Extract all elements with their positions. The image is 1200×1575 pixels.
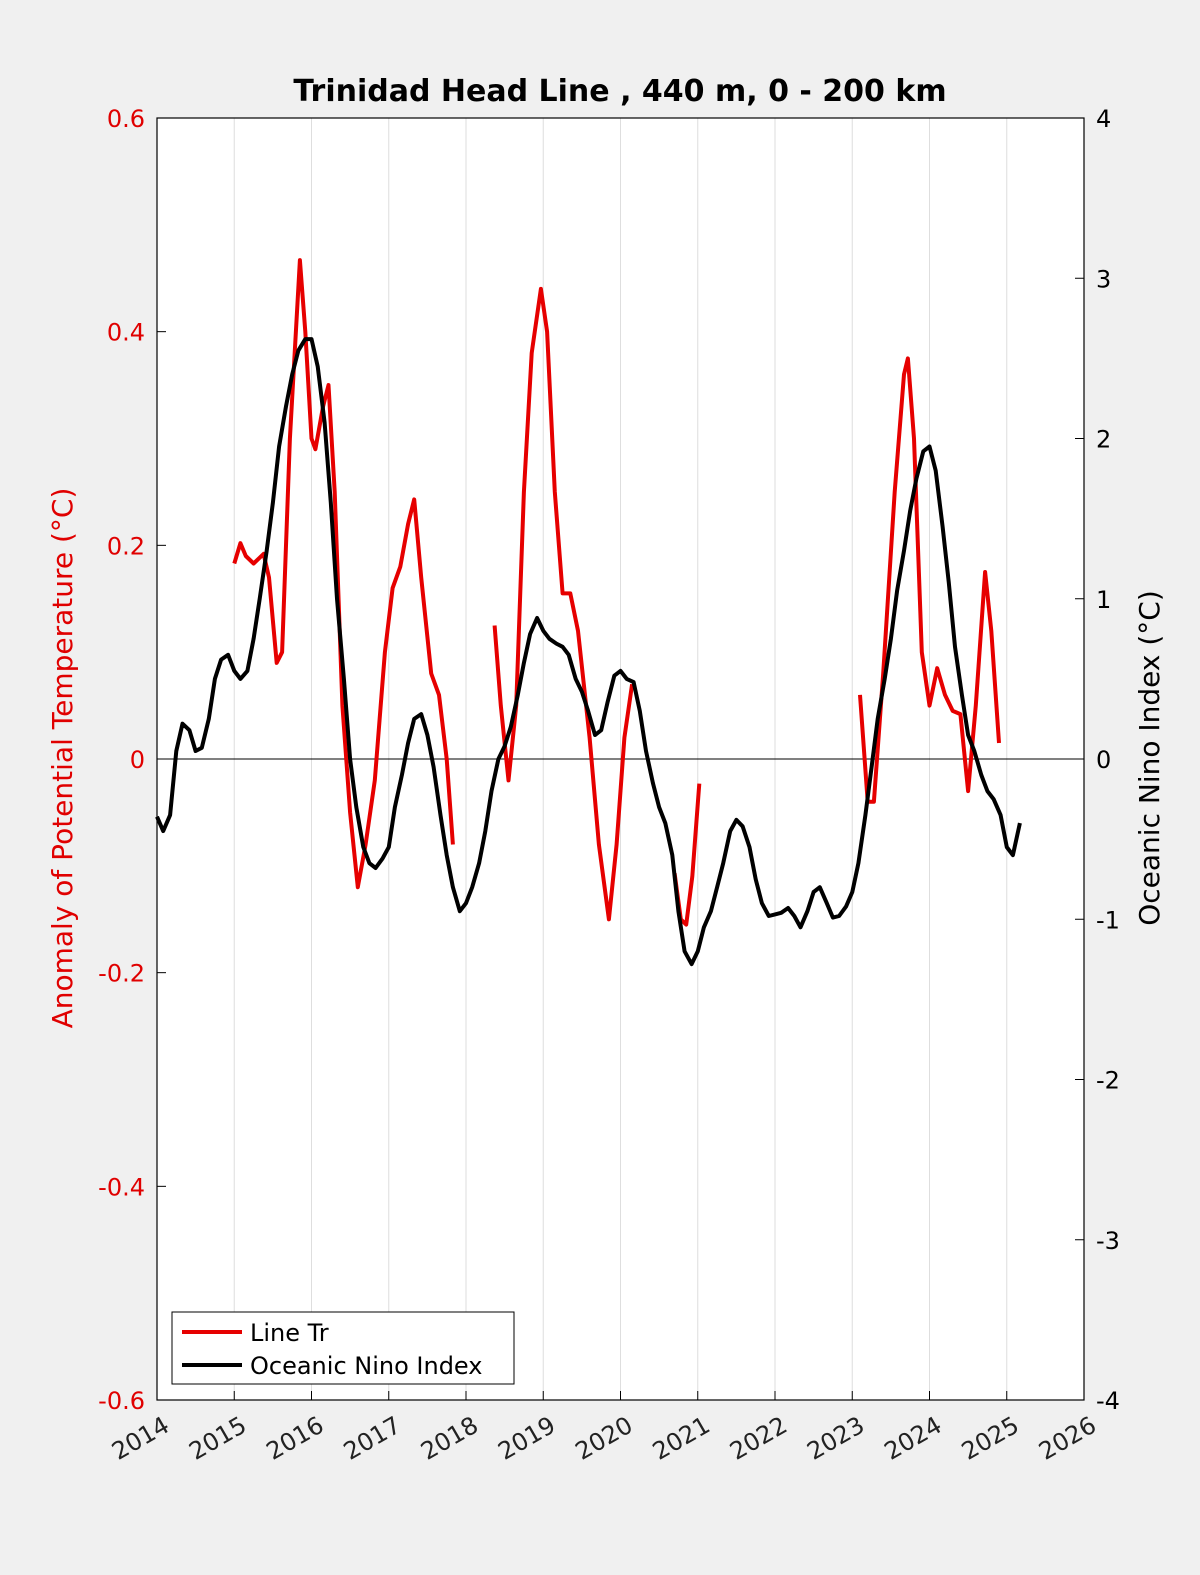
right-tick-label: -3: [1096, 1227, 1120, 1255]
series-oni-segment-0: [155, 337, 1022, 967]
series-line-tr-segment-3: [858, 356, 1001, 804]
left-tick-label: -0.6: [98, 1387, 145, 1415]
right-tick-label: -4: [1096, 1387, 1120, 1415]
left-axis-ticks: -0.6 -0.4 -0.2 0 0.2 0.4 0.6: [98, 105, 166, 1415]
legend-label-line-tr: Line Tr: [250, 1319, 329, 1347]
right-tick-label: 2: [1096, 426, 1111, 454]
left-tick-label: 0.2: [107, 532, 145, 560]
right-tick-label: 1: [1096, 586, 1111, 614]
left-tick-label: -0.2: [98, 960, 145, 988]
series-line-tr-segment-0: [232, 258, 455, 890]
series-lines: [155, 258, 1022, 967]
series-line-tr-segment-1: [492, 286, 635, 922]
left-tick-label: -0.4: [98, 1173, 145, 1201]
left-tick-label: 0: [130, 746, 145, 774]
right-axis-label: Oceanic Nino Index (°C): [1133, 590, 1166, 926]
right-tick-label: -2: [1096, 1067, 1120, 1095]
right-tick-label: -1: [1096, 906, 1120, 934]
left-axis-label: Anomaly of Potential Temperature (°C): [46, 488, 79, 1029]
left-tick-label: 0.4: [107, 319, 145, 347]
legend-box: [171, 1311, 515, 1385]
legend: Line Tr Oceanic Nino Index: [171, 1311, 515, 1385]
right-tick-label: 0: [1096, 746, 1111, 774]
legend-label-oni: Oceanic Nino Index: [250, 1352, 482, 1380]
right-tick-label: 4: [1096, 105, 1111, 133]
chart-title: Trinidad Head Line , 440 m, 0 - 200 km: [293, 74, 946, 109]
left-tick-label: 0.6: [107, 105, 145, 133]
right-axis-ticks: -4 -3 -2 -1 0 1 2 3 4: [1075, 105, 1120, 1415]
right-tick-label: 3: [1096, 265, 1111, 293]
